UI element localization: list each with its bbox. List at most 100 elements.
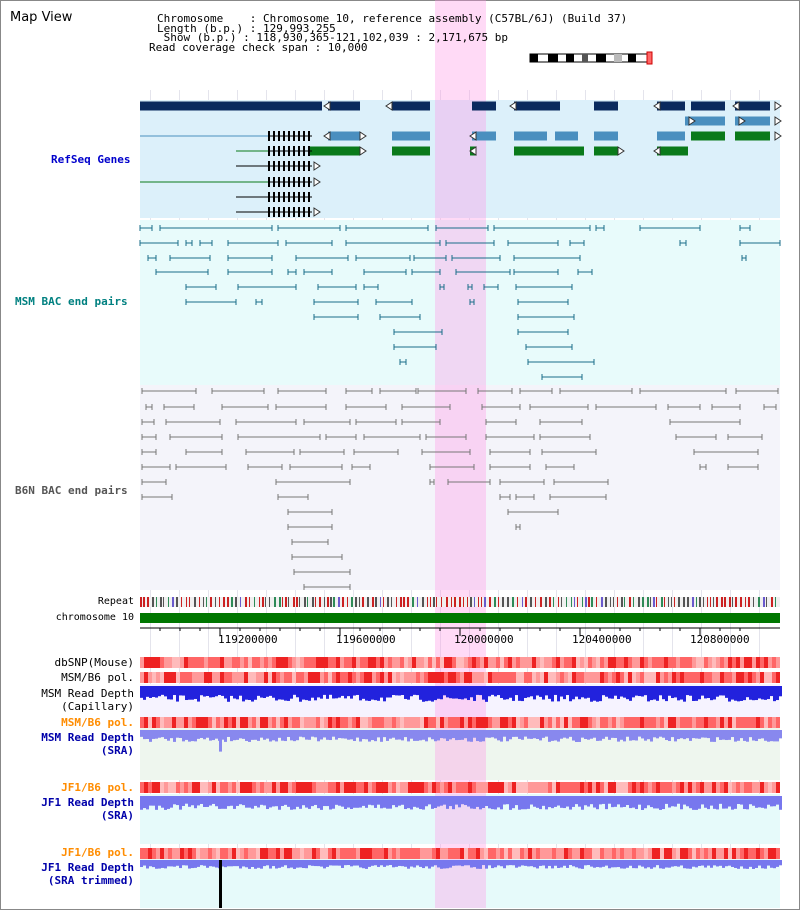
depth-bar (506, 860, 509, 866)
depth-bar (254, 730, 257, 740)
depth-bar (617, 860, 620, 868)
depth-bar (290, 860, 293, 868)
heatmap-cell (388, 717, 392, 728)
depth-bar (449, 730, 452, 740)
track-label-jf1-depth-trim-1[interactable]: JF1 Read Depth (41, 861, 134, 874)
depth-bar (473, 686, 476, 701)
depth-bar (545, 730, 548, 737)
track-label-refseq[interactable]: RefSeq Genes (51, 153, 131, 166)
heatmap-cell (424, 717, 428, 728)
heatmap-cell (260, 672, 264, 683)
heatmap-cell (560, 657, 564, 668)
heatmap-cell (724, 717, 728, 728)
heatmap-cell (196, 782, 200, 793)
heatmap-cell (432, 717, 436, 728)
repeat-element (661, 597, 663, 607)
track-label-msm-depth-cap-1[interactable]: MSM Read Depth (41, 687, 134, 700)
heatmap-cell (176, 717, 180, 728)
heatmap-cell (700, 672, 704, 683)
depth-bar (695, 730, 698, 739)
heatmap-cell (604, 848, 608, 859)
depth-bar (347, 730, 350, 740)
heatmap-cell (552, 657, 556, 668)
depth-bar (662, 686, 665, 700)
track-label-msm-depth-sra-1[interactable]: MSM Read Depth (41, 731, 134, 744)
track-label-msm-bac[interactable]: MSM BAC end pairs (15, 295, 128, 308)
depth-bar (317, 686, 320, 698)
heatmap-cell (344, 717, 348, 728)
heatmap-cell (232, 848, 236, 859)
depth-bar (389, 686, 392, 698)
track-label-msm-b6-pol-1[interactable]: MSM/B6 pol. (61, 671, 134, 684)
track-label-jf1-depth-sra-1[interactable]: JF1 Read Depth (41, 796, 134, 809)
depth-bar (515, 860, 518, 868)
depth-bar (701, 796, 704, 805)
depth-bar (254, 686, 257, 700)
track-label-msm-b6-pol-2[interactable]: MSM/B6 pol. (61, 716, 134, 729)
chromosome-ideogram[interactable] (529, 51, 660, 65)
track-label-msm-depth-cap-2: (Capillary) (61, 700, 134, 713)
depth-bar (764, 860, 767, 869)
depth-bar (248, 730, 251, 742)
repeat-element (775, 597, 776, 607)
heatmap-cell (284, 848, 288, 859)
track-label-repeat[interactable]: Repeat (97, 596, 134, 607)
heatmap-cell (580, 848, 584, 859)
depth-bar (254, 860, 257, 869)
heatmap-cell (648, 672, 652, 683)
track-label-dbsnp[interactable]: dbSNP(Mouse) (54, 656, 134, 669)
depth-bar (302, 860, 305, 869)
repeat-element (489, 597, 491, 607)
gene-strand-arrow (653, 146, 661, 156)
heatmap-cell (164, 657, 168, 668)
heatmap-cell (628, 717, 632, 728)
heatmap-cell (740, 848, 744, 859)
depth-bar (176, 860, 179, 866)
track-label-jf1-b6-pol-1[interactable]: JF1/B6 pol. (61, 781, 134, 794)
repeat-element (474, 597, 475, 607)
heatmap-cell (508, 848, 512, 859)
heatmap-cell (684, 672, 688, 683)
depth-bar (431, 730, 434, 740)
repeat-element (274, 597, 276, 607)
heatmap-cell (436, 717, 440, 728)
depth-bar (755, 730, 758, 742)
heatmap-cell (492, 782, 496, 793)
heatmap-cell (548, 657, 552, 668)
heatmap-cell (716, 672, 720, 683)
repeat-element (753, 597, 754, 607)
heatmap-cell (692, 717, 696, 728)
depth-bar (746, 730, 749, 742)
track-label-chromosome[interactable]: chromosome 10 (55, 612, 134, 623)
depth-bar (719, 730, 722, 740)
heatmap-cell (328, 717, 332, 728)
depth-bar (608, 796, 611, 804)
depth-bar (233, 860, 236, 867)
selected-region-highlight[interactable] (435, 0, 486, 908)
depth-bar (248, 686, 251, 701)
heatmap-cell (172, 717, 176, 728)
heatmap-cell (692, 848, 696, 859)
track-label-b6n-bac[interactable]: B6N BAC end pairs (15, 484, 128, 497)
heatmap-cell (352, 782, 356, 793)
heatmap-cell (180, 717, 184, 728)
heatmap-cell (608, 672, 612, 683)
heatmap-cell (340, 657, 344, 668)
heatmap-cell (508, 657, 512, 668)
depth-bar (485, 796, 488, 807)
depth-bar (209, 686, 212, 698)
heatmap-cell (776, 848, 780, 859)
heatmap-cell (624, 717, 628, 728)
depth-bar (194, 796, 197, 809)
track-label-jf1-b6-pol-2[interactable]: JF1/B6 pol. (61, 846, 134, 859)
heatmap-cell (444, 782, 448, 793)
depth-bar (401, 730, 404, 741)
heatmap-cell (672, 717, 676, 728)
gene-strand-arrow (774, 101, 782, 111)
depth-bar (182, 730, 185, 742)
depth-bar (281, 796, 284, 806)
